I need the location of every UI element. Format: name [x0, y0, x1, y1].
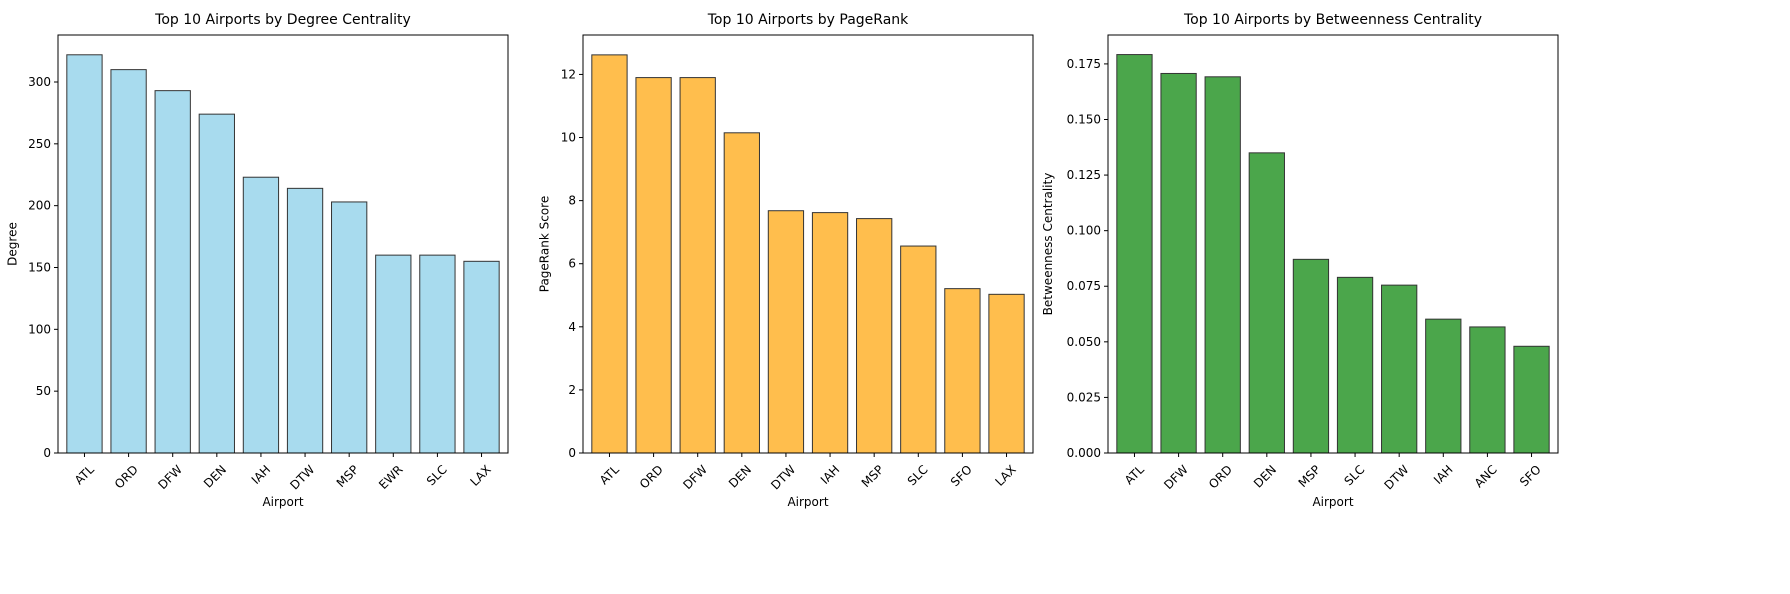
- degree-x-axis-label: Airport: [262, 495, 303, 509]
- betweenness-ytick-label: 0.150: [1067, 112, 1101, 126]
- degree-bar-atl: [66, 54, 103, 454]
- betweenness-bar-den: [1248, 152, 1285, 454]
- betweenness-ytick-label: 0.050: [1067, 335, 1101, 349]
- pagerank-bar-iah: [811, 212, 849, 454]
- degree-xtick-label: EWR: [376, 462, 406, 492]
- degree-bar-slc: [419, 254, 456, 454]
- degree-axes-frame: [57, 34, 509, 454]
- betweenness-xtick-label: ATL: [1122, 462, 1147, 487]
- degree-chart: ATL ORD DFW DEN IAH DTW MSP EWR SLC LAX 0 50 100 150 2…: [5, 12, 509, 509]
- pagerank-x-axis-label: Airport: [787, 495, 828, 509]
- degree-ytick-label: 100: [28, 322, 51, 336]
- betweenness-ytick-label: 0.100: [1067, 224, 1101, 238]
- pagerank-xtick-label: ATL: [597, 462, 622, 487]
- degree-ytick-label: 250: [28, 137, 51, 151]
- pagerank-xtick-label: SLC: [905, 462, 931, 488]
- betweenness-xtick-label: DFW: [1161, 462, 1191, 492]
- betweenness-xtick-label: ANC: [1472, 462, 1500, 490]
- pagerank-xtick-label: LAX: [992, 462, 1018, 488]
- pagerank-bar-dtw: [767, 210, 805, 454]
- pagerank-ytick-label: 4: [568, 320, 576, 334]
- betweenness-ytick-label: 0.175: [1067, 57, 1101, 71]
- degree-bar-den: [198, 113, 235, 454]
- degree-ytick-label: 200: [28, 199, 51, 213]
- degree-xtick-label: ATL: [72, 462, 97, 487]
- betweenness-ytick-label: 0.025: [1067, 390, 1101, 404]
- pagerank-ytick-label: 10: [561, 131, 576, 145]
- pagerank-ytick-label: 2: [568, 383, 576, 397]
- betweenness-xtick-label: IAH: [1431, 462, 1456, 487]
- pagerank-bar-den: [723, 132, 760, 454]
- pagerank-chart-title: Top 10 Airports by PageRank: [707, 12, 909, 28]
- pagerank-ytick-label: 0: [568, 446, 576, 460]
- pagerank-y-axis-label: PageRank Score: [538, 196, 552, 292]
- pagerank-xtick-label: MSP: [859, 462, 887, 490]
- pagerank-ytick-label: 8: [568, 194, 576, 208]
- degree-xtick-label: DTW: [287, 462, 317, 492]
- degree-xtick-label: MSP: [334, 462, 362, 490]
- pagerank-bar-slc: [900, 245, 937, 454]
- pagerank-xtick-label: IAH: [818, 462, 843, 487]
- degree-xtick-label: SLC: [424, 462, 450, 488]
- degree-xtick-label: DFW: [155, 462, 185, 492]
- pagerank-xtick-label: DFW: [680, 462, 710, 492]
- betweenness-bar-slc: [1336, 276, 1374, 454]
- pagerank-xtick-label: DEN: [726, 462, 754, 490]
- degree-ytick-label: 150: [28, 260, 51, 274]
- betweenness-xtick-label: ORD: [1206, 462, 1235, 491]
- betweenness-bar-dtw: [1381, 284, 1418, 454]
- pagerank-xtick-label: ORD: [637, 462, 666, 491]
- betweenness-bar-sfo: [1513, 345, 1550, 454]
- pagerank-bar-dfw: [679, 77, 716, 454]
- betweenness-ytick-label: 0.125: [1067, 168, 1101, 182]
- pagerank-bar-ord: [635, 77, 672, 454]
- betweenness-axes-frame: [1107, 34, 1559, 454]
- betweenness-bar-atl: [1116, 54, 1153, 454]
- betweenness-ytick-label: 0.000: [1067, 446, 1101, 460]
- betweenness-chart-title: Top 10 Airports by Betweenness Centralit…: [1183, 12, 1482, 28]
- degree-bar-iah: [242, 176, 280, 454]
- degree-bar-dtw: [286, 187, 324, 454]
- betweenness-ytick-label: 0.075: [1067, 279, 1101, 293]
- pagerank-xtick-label: SFO: [948, 462, 975, 489]
- pagerank-bar-lax: [988, 293, 1025, 454]
- degree-chart-title: Top 10 Airports by Degree Centrality: [154, 12, 411, 28]
- betweenness-xtick-label: SFO: [1517, 462, 1544, 489]
- betweenness-bar-anc: [1469, 326, 1506, 454]
- pagerank-axes-frame: [582, 34, 1034, 454]
- degree-bar-lax: [463, 260, 500, 454]
- degree-ytick-label: 50: [36, 384, 51, 398]
- betweenness-bar-ord: [1204, 76, 1241, 454]
- pagerank-xtick-label: DTW: [768, 462, 798, 492]
- betweenness-x-axis-label: Airport: [1312, 495, 1353, 509]
- degree-bar-ord: [110, 69, 147, 454]
- degree-xtick-label: DEN: [201, 462, 229, 490]
- pagerank-ytick-label: 12: [561, 67, 576, 81]
- degree-bar-dfw: [154, 90, 191, 454]
- degree-xtick-label: LAX: [467, 462, 493, 488]
- degree-ytick-label: 0: [43, 446, 51, 460]
- betweenness-bar-iah: [1425, 318, 1462, 454]
- degree-bar-ewr: [375, 254, 412, 454]
- pagerank-bar-msp: [856, 218, 893, 454]
- betweenness-xtick-label: DTW: [1382, 462, 1412, 492]
- betweenness-xtick-label: SLC: [1341, 462, 1367, 488]
- betweenness-xtick-label: MSP: [1296, 462, 1324, 490]
- degree-ytick-label: 300: [28, 75, 51, 89]
- pagerank-chart: ATL ORD DFW DEN DTW IAH MSP SLC SFO LAX 0 2 4 6 8 10 12 T…: [538, 12, 1034, 509]
- betweenness-y-axis-label: Betweenness Centrality: [1041, 173, 1055, 316]
- degree-y-axis-label: Degree: [5, 222, 19, 266]
- betweenness-xtick-label: DEN: [1251, 462, 1279, 490]
- pagerank-bar-sfo: [944, 288, 981, 454]
- betweenness-bar-dfw: [1160, 72, 1197, 454]
- pagerank-bar-atl: [591, 54, 628, 454]
- betweenness-bar-msp: [1292, 258, 1330, 454]
- degree-bar-msp: [331, 201, 368, 454]
- pagerank-ytick-label: 6: [568, 257, 576, 271]
- betweenness-chart: ATL DFW ORD DEN MSP SLC DTW IAH ANC SFO 0.000 0.025…: [1041, 12, 1559, 509]
- degree-xtick-label: ORD: [112, 462, 141, 491]
- degree-xtick-label: IAH: [249, 462, 274, 487]
